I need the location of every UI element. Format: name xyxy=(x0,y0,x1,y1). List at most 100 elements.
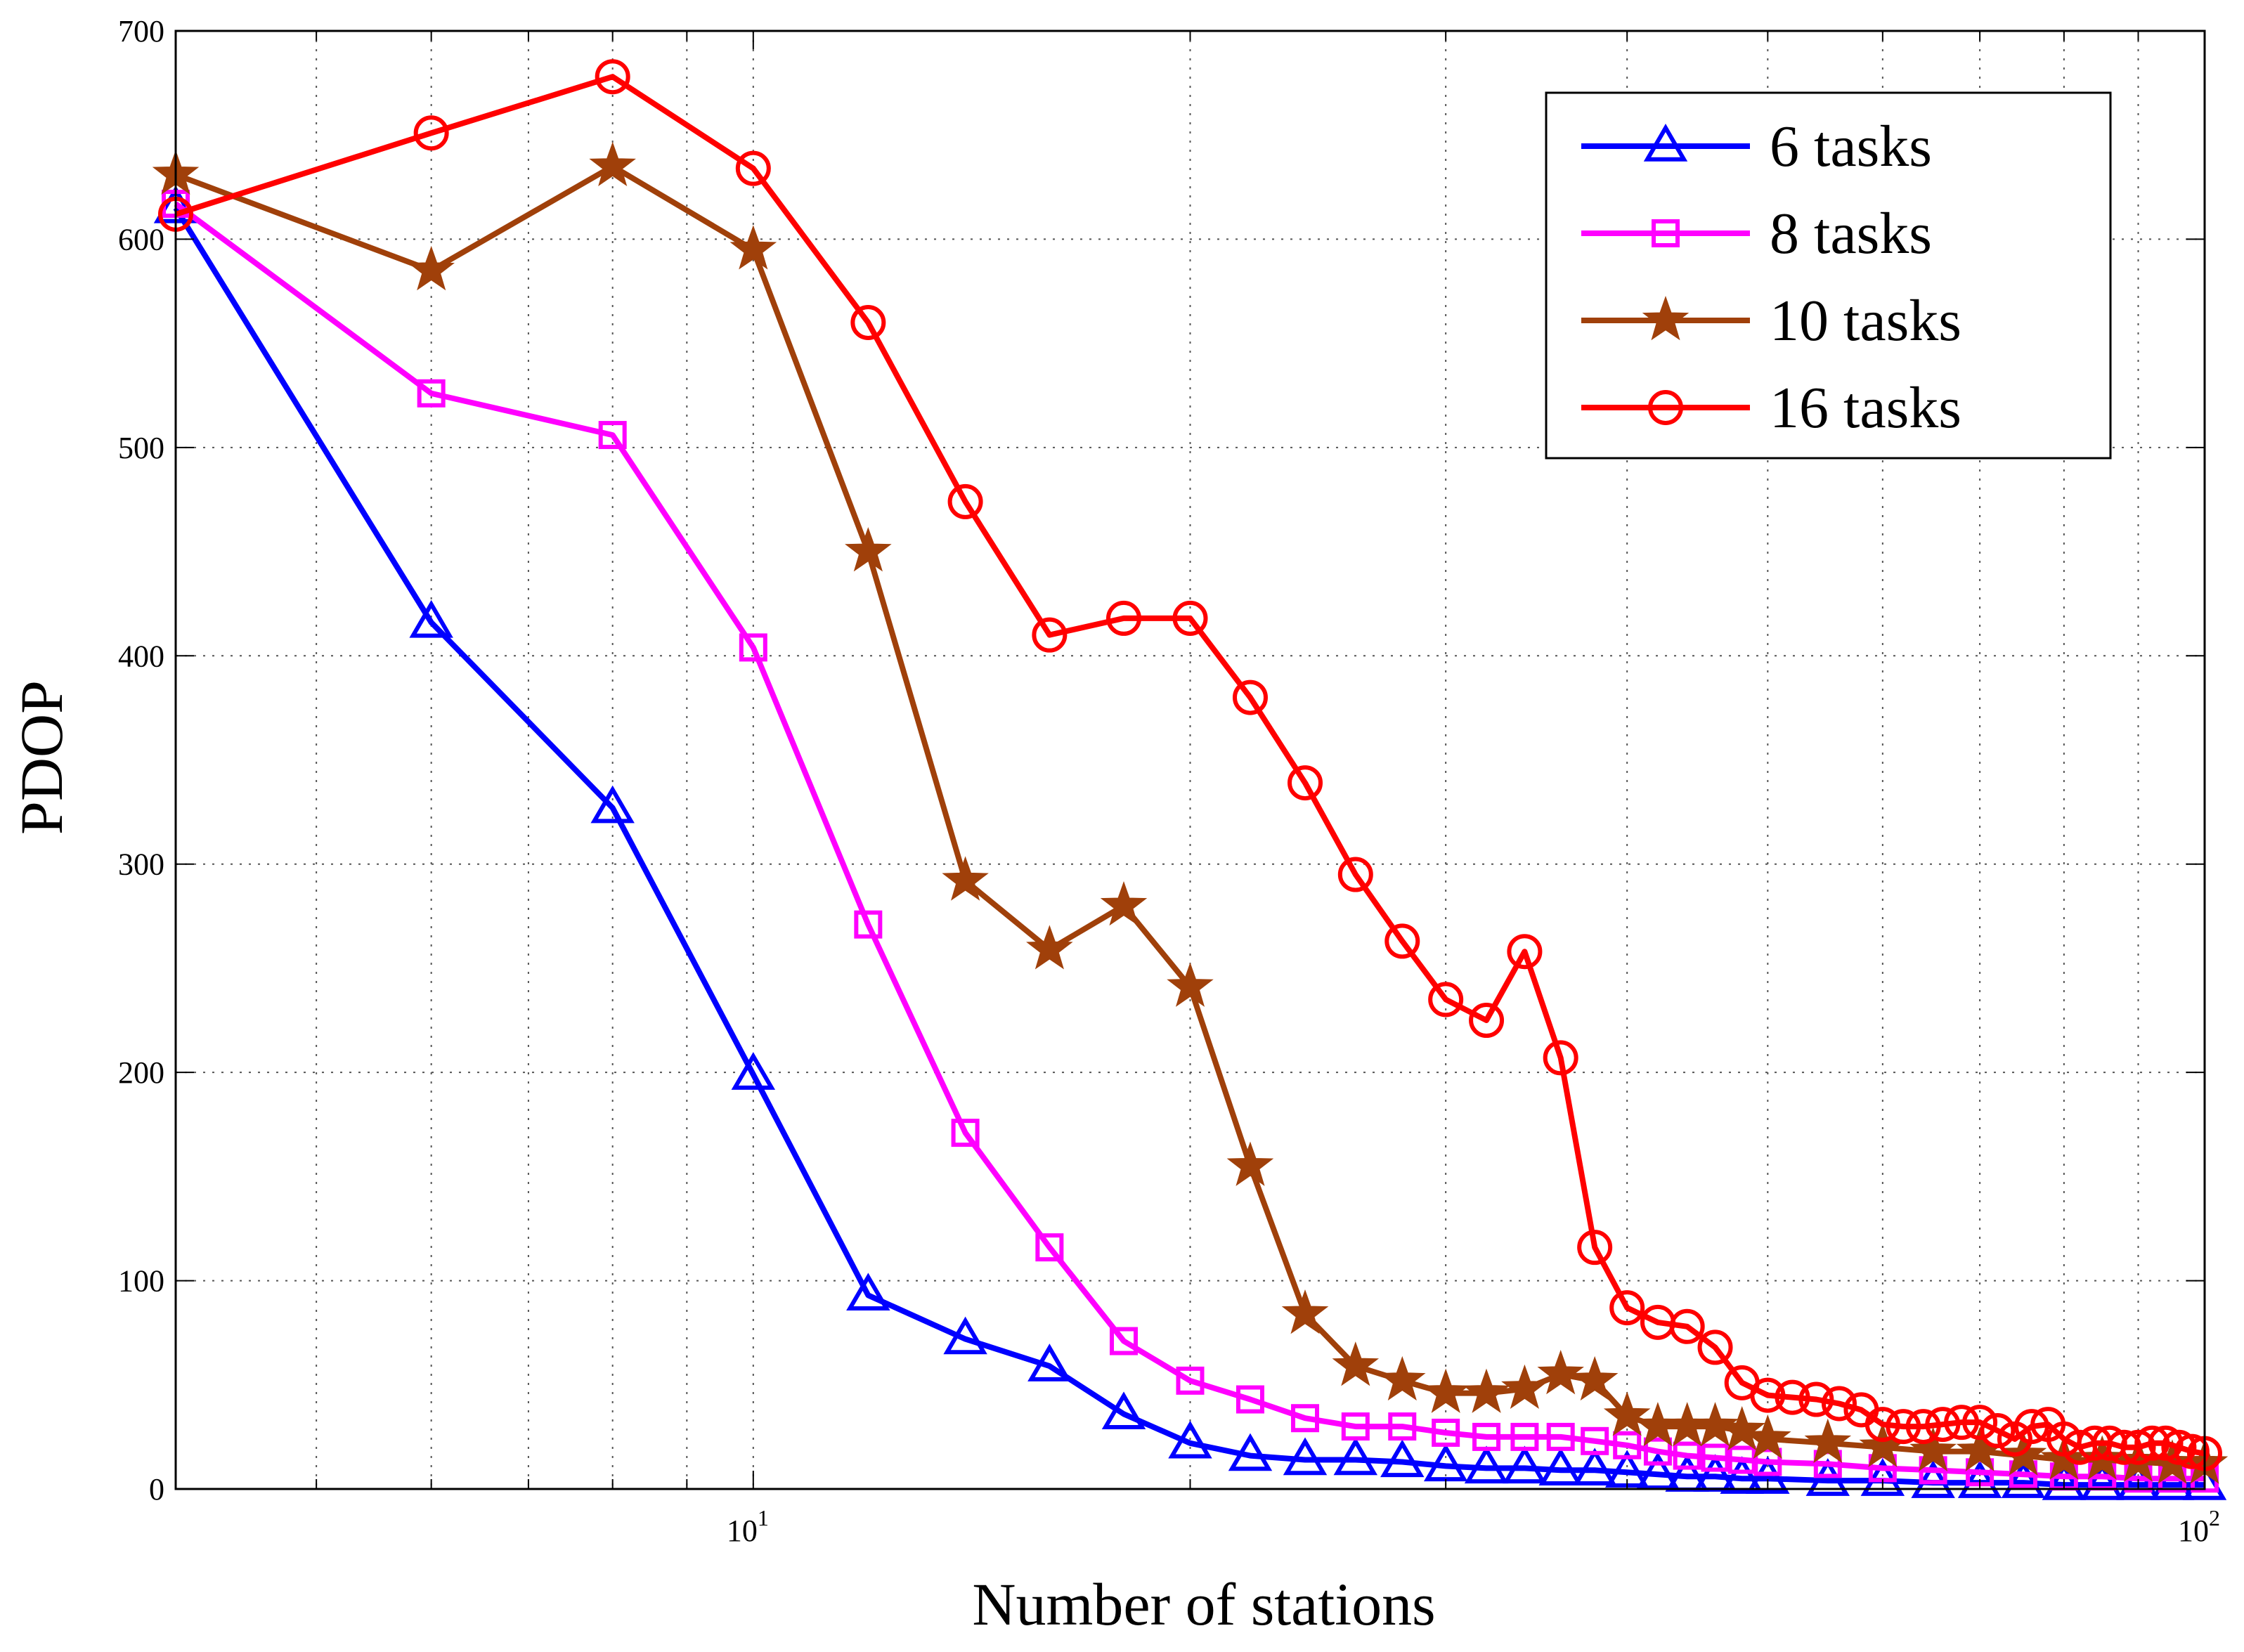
data-point-16-tasks xyxy=(1980,1413,2016,1448)
legend-label-16-tasks: 16 tasks xyxy=(1770,375,1961,441)
data-point-16-tasks xyxy=(1288,765,1323,801)
data-point-10-tasks xyxy=(589,141,636,187)
data-point-10-tasks xyxy=(1422,1368,1470,1413)
data-point-6-tasks xyxy=(1380,1439,1425,1478)
data-point-16-tasks xyxy=(1798,1381,1834,1417)
data-point-8-tasks xyxy=(951,1119,980,1147)
data-point-10-tasks xyxy=(1463,1368,1510,1413)
legend-marker-10-tasks xyxy=(1642,295,1690,341)
data-point-10-tasks xyxy=(1226,1141,1274,1186)
data-point-16-tasks xyxy=(1106,600,1142,636)
data-point-8-tasks xyxy=(1581,1426,1609,1455)
data-point-6-tasks xyxy=(1805,1458,1850,1496)
data-point-16-tasks xyxy=(1962,1405,1998,1440)
data-point-16-tasks xyxy=(1775,1379,1810,1415)
legend-marker-8-tasks xyxy=(1652,219,1680,247)
series-line-6-tasks xyxy=(173,206,2205,1488)
data-point-10-tasks xyxy=(1692,1402,1739,1447)
data-point-10-tasks xyxy=(1744,1414,1791,1459)
data-point-16-tasks xyxy=(2174,1433,2210,1469)
data-point-16-tasks xyxy=(1232,679,1268,715)
data-point-8-tasks xyxy=(739,633,767,662)
data-point-6-tasks xyxy=(1957,1460,2002,1498)
data-point-16-tasks xyxy=(1925,1407,1961,1443)
y-tick-label: 600 xyxy=(118,222,164,256)
series-16-tasks xyxy=(158,59,2222,1471)
data-point-8-tasks xyxy=(598,421,627,450)
data-point-6-tasks xyxy=(731,1052,776,1090)
data-point-16-tasks xyxy=(850,305,886,340)
data-point-6-tasks xyxy=(1572,1448,1617,1486)
data-point-8-tasks xyxy=(1035,1233,1064,1262)
data-point-6-tasks xyxy=(590,785,635,824)
data-point-8-tasks xyxy=(1236,1385,1264,1414)
data-point-10-tasks xyxy=(1571,1355,1619,1401)
data-point-16-tasks xyxy=(1609,1290,1645,1326)
y-tick-label: 0 xyxy=(149,1472,164,1507)
legend: 6 tasks 8 tasks 10 tasks 16 tasks xyxy=(1545,91,2112,460)
data-point-10-tasks xyxy=(1718,1405,1765,1451)
data-point-8-tasks xyxy=(1613,1431,1642,1459)
data-point-6-tasks xyxy=(1464,1445,1509,1484)
legend-entry-8-tasks: 8 tasks xyxy=(1581,201,1932,266)
data-point-16-tasks xyxy=(1821,1386,1857,1422)
data-point-10-tasks xyxy=(845,527,892,572)
data-point-10-tasks xyxy=(1804,1418,1852,1464)
data-point-8-tasks xyxy=(1701,1443,1730,1472)
data-point-6-tasks xyxy=(846,1273,890,1311)
x-axis-title: Number of stations xyxy=(972,1570,1435,1638)
legend-label-6-tasks: 6 tasks xyxy=(1770,114,1932,179)
data-point-16-tasks xyxy=(1032,617,1068,653)
data-point-6-tasks xyxy=(2116,1462,2160,1500)
x-tick-label: 101 xyxy=(727,1505,769,1548)
data-point-16-tasks xyxy=(1543,1040,1578,1076)
y-tick-label: 500 xyxy=(118,431,164,465)
data-point-16-tasks xyxy=(1469,1003,1505,1039)
x-tick-label: 102 xyxy=(2178,1505,2220,1548)
data-point-6-tasks xyxy=(409,599,453,638)
data-point-10-tasks xyxy=(1537,1350,1584,1395)
legend-box xyxy=(1545,91,2112,460)
data-point-8-tasks xyxy=(417,379,446,408)
data-point-6-tasks xyxy=(1228,1433,1273,1471)
data-point-6-tasks xyxy=(2001,1460,2046,1498)
data-point-16-tasks xyxy=(1697,1329,1733,1365)
data-point-8-tasks xyxy=(1341,1412,1370,1441)
data-point-6-tasks xyxy=(1168,1420,1212,1459)
data-point-6-tasks xyxy=(1027,1344,1072,1381)
data-point-8-tasks xyxy=(1432,1418,1460,1447)
data-point-16-tasks xyxy=(1507,934,1543,970)
data-point-16-tasks xyxy=(2013,1409,2049,1445)
data-point-8-tasks xyxy=(1291,1404,1320,1433)
legend-label-10-tasks: 10 tasks xyxy=(1770,288,1961,353)
data-point-10-tasks xyxy=(1167,962,1214,1007)
legend-marker-16-tasks xyxy=(1648,390,1683,425)
data-point-10-tasks xyxy=(408,245,455,291)
data-point-6-tasks xyxy=(2150,1462,2195,1500)
data-point-6-tasks xyxy=(1720,1456,1764,1494)
legend-entry-10-tasks: 10 tasks xyxy=(1581,288,1961,353)
data-point-10-tasks xyxy=(1026,925,1073,970)
y-tick-label: 100 xyxy=(118,1264,164,1299)
data-point-16-tasks xyxy=(735,150,771,186)
data-point-10-tasks xyxy=(729,225,777,270)
data-point-16-tasks xyxy=(413,115,449,151)
data-point-6-tasks xyxy=(1333,1437,1378,1476)
data-point-16-tasks xyxy=(1669,1308,1705,1344)
data-point-6-tasks xyxy=(1101,1391,1146,1430)
data-point-8-tasks xyxy=(1388,1412,1417,1441)
y-tick-label: 200 xyxy=(118,1055,164,1090)
data-point-16-tasks xyxy=(2120,1429,2156,1465)
data-point-16-tasks xyxy=(1750,1377,1786,1413)
data-point-16-tasks xyxy=(2106,1429,2142,1465)
data-point-8-tasks xyxy=(1176,1366,1205,1395)
data-point-10-tasks xyxy=(1501,1364,1548,1410)
data-point-16-tasks xyxy=(1886,1409,1921,1445)
data-point-6-tasks xyxy=(943,1316,987,1355)
data-point-8-tasks xyxy=(1110,1327,1139,1355)
data-point-6-tasks xyxy=(2042,1462,2087,1500)
data-point-16-tasks xyxy=(1384,923,1420,959)
data-point-8-tasks xyxy=(1673,1441,1701,1470)
